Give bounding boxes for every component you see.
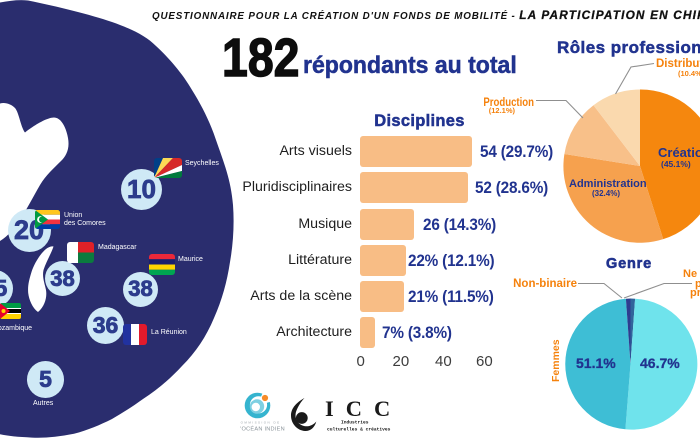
svg-text:culturelles & créatives: culturelles & créatives (327, 427, 391, 433)
svg-text:L'OCÉAN INDIEN: L'OCÉAN INDIEN (240, 425, 285, 432)
svg-text:ICC: ICC (325, 396, 402, 421)
svg-text:COMMISSION DE: COMMISSION DE (240, 420, 281, 424)
svg-text:Industries: Industries (341, 420, 369, 426)
